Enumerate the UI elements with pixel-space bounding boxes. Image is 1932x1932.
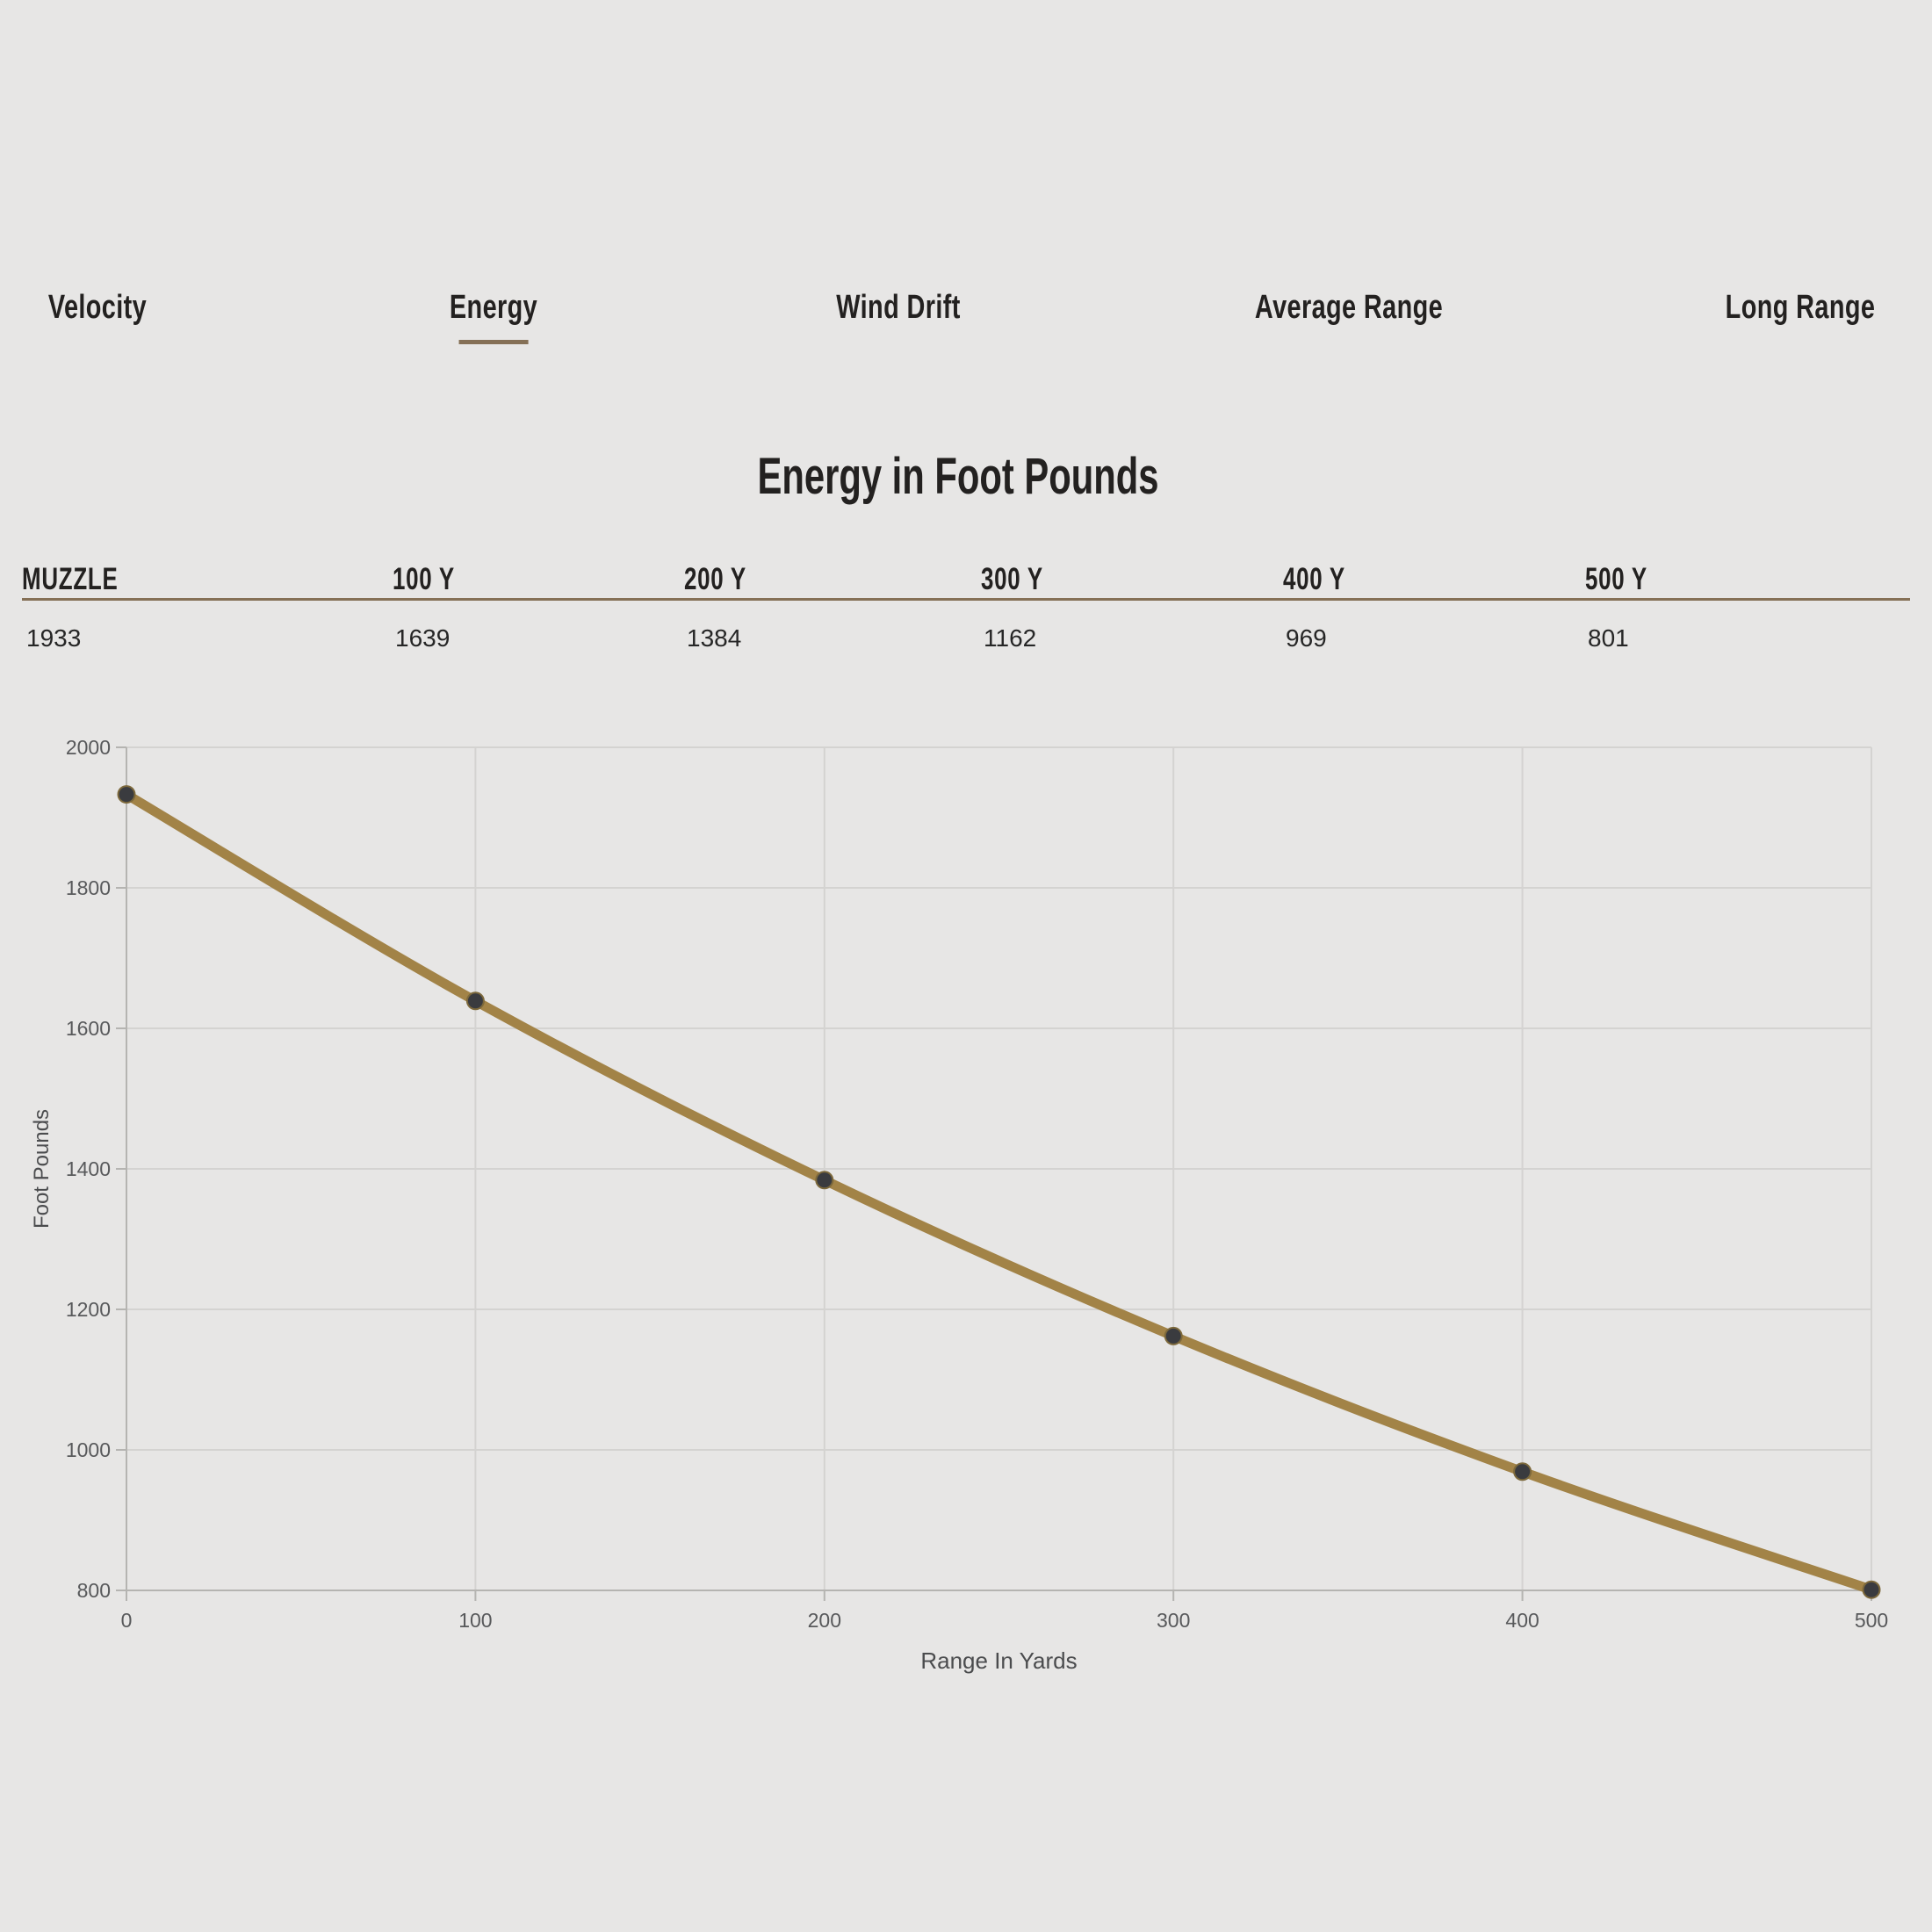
energy-line-series [121,789,1877,1595]
y-tick-label: 800 [77,1579,111,1602]
data-point [117,785,136,804]
energy-line-chart[interactable]: 800 1000 1200 1400 1600 1800 2000 0 100 200 300 400… [0,703,1932,1721]
x-tick-label: 0 [121,1609,133,1632]
tab-wind-drift[interactable]: Wind Drift [836,291,960,324]
y-tick-label: 1600 [66,1017,111,1040]
table-header-cell: 500 Y [1585,562,1647,596]
table-value-cell: 1384 [687,624,742,652]
table-value-cell: 969 [1286,624,1327,652]
y-tick-label: 1200 [66,1298,111,1321]
y-tick-label: 1800 [66,876,111,899]
table-header-cell: MUZZLE [22,562,119,596]
table-value-cell: 1162 [984,624,1037,652]
data-point [815,1171,834,1190]
tab-average-range[interactable]: Average Range [1255,291,1443,324]
tab-label: Velocity [47,289,148,326]
active-tab-underline [458,340,529,344]
table-header-cell: 400 Y [1283,562,1345,596]
table-rule [22,598,1910,601]
data-point [1513,1462,1532,1481]
x-tick-label: 400 [1505,1609,1539,1632]
table-header-cell: 300 Y [981,562,1043,596]
tab-label: Average Range [1254,289,1444,326]
table-value-cell: 1933 [26,624,82,652]
tab-long-range[interactable]: Long Range [1726,291,1876,324]
table-header-cell: 200 Y [684,562,746,596]
tab-label: Wind Drift [836,289,961,326]
tab-energy[interactable]: Energy [449,289,538,344]
x-tick-label: 500 [1855,1609,1888,1632]
tab-velocity[interactable]: Velocity [48,291,147,324]
x-tick-label: 100 [458,1609,492,1632]
table-value-cell: 1639 [395,624,451,652]
data-point [1164,1326,1183,1345]
tab-label: Long Range [1725,289,1876,326]
data-point [465,991,485,1011]
y-tick-label: 1000 [66,1438,111,1461]
y-tick-label: 2000 [66,736,111,759]
x-axis-title: Range In Yards [920,1647,1077,1674]
x-tick-label: 300 [1157,1609,1190,1632]
data-point [1862,1580,1881,1599]
table-header-cell: 100 Y [393,562,455,596]
y-axis-title: Foot Pounds [30,1109,54,1229]
x-tick-label: 200 [808,1609,841,1632]
page-title: Energy in Foot Pounds [757,448,1159,505]
tab-label: Energy [449,289,538,326]
y-tick-label: 1400 [66,1157,111,1180]
table-value-cell: 801 [1588,624,1629,652]
